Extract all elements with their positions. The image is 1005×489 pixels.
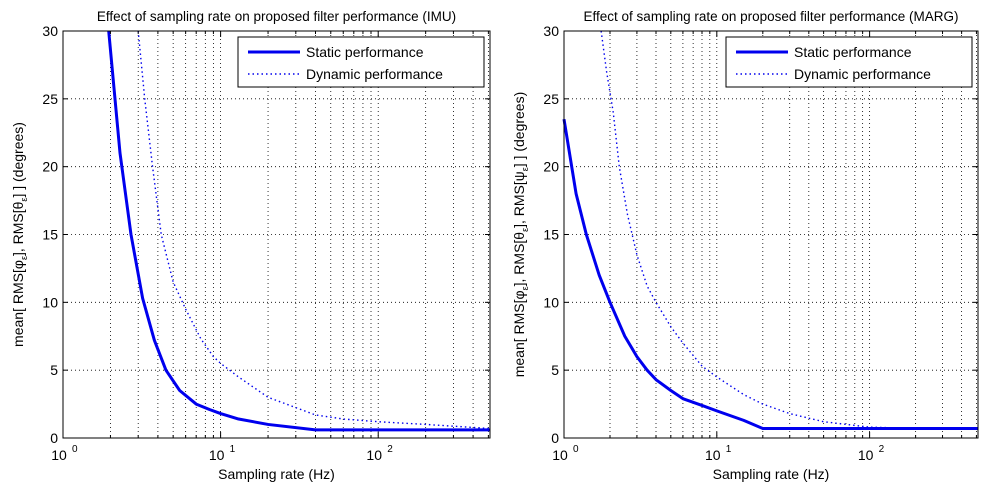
x-tick-label: 10: [366, 447, 382, 463]
series-line-static: [107, 30, 490, 432]
y-tick-label: 15: [543, 227, 559, 243]
y-axis-label-subscript: ε: [19, 198, 29, 202]
y-tick-label: 0: [551, 430, 559, 446]
x-tick-label: 10: [209, 447, 225, 463]
plot-area: [63, 31, 490, 438]
y-axis-label-subscript: ε: [520, 228, 530, 232]
y-tick-label: 25: [543, 91, 559, 107]
chart-title: Effect of sampling rate on proposed filt…: [97, 9, 456, 24]
y-axis-label-part: ], RMS[θ: [10, 201, 26, 256]
y-axis-label-part: ] ] (degrees): [511, 92, 527, 167]
y-tick-label: 20: [42, 159, 58, 175]
y-tick-label: 30: [42, 23, 58, 39]
y-tick-label: 15: [42, 227, 58, 243]
x-tick-label: 10: [51, 447, 67, 463]
y-axis-label-part: mean[ RMS[φ: [511, 290, 527, 377]
y-tick-label: 0: [50, 430, 58, 446]
y-tick-label: 20: [543, 159, 559, 175]
y-tick-label: 10: [42, 294, 58, 310]
y-axis-label-part: ] ] (degrees): [10, 122, 26, 197]
legend-label: Dynamic performance: [794, 66, 931, 82]
legend-box: [237, 36, 485, 88]
x-axis-label: Sampling rate (Hz): [218, 466, 335, 482]
legend-box: [725, 36, 973, 88]
x-tick-label: 10: [705, 447, 721, 463]
y-tick-label: 10: [543, 294, 559, 310]
y-axis-label-subscript: ε: [520, 167, 530, 171]
y-axis-label-part: mean[ RMS[φ: [10, 260, 26, 347]
plot-area: [564, 31, 978, 438]
x-tick-exponent: 1: [230, 444, 236, 455]
legend-label: Static performance: [306, 44, 424, 60]
y-axis-label-subscript: ε: [19, 256, 29, 260]
x-tick-exponent: 0: [72, 444, 78, 455]
x-tick-exponent: 2: [387, 444, 393, 455]
y-axis-label-part: ], RMS[θ: [511, 232, 527, 287]
y-axis-label-subscript: ε: [520, 286, 530, 290]
legend-label: Dynamic performance: [306, 66, 443, 82]
y-axis-label-part: ], RMS[ψ: [511, 171, 527, 228]
x-tick-exponent: 2: [879, 444, 885, 455]
y-tick-label: 5: [551, 362, 559, 378]
grid: [564, 31, 978, 438]
y-tick-label: 30: [543, 23, 559, 39]
y-tick-label: 25: [42, 91, 58, 107]
x-tick-exponent: 1: [726, 444, 732, 455]
legend: Static performance Dynamic performance: [725, 36, 973, 88]
x-tick-label: 10: [858, 447, 874, 463]
y-tick-label: 5: [50, 362, 58, 378]
chart-title: Effect of sampling rate on proposed filt…: [584, 9, 959, 24]
legend: Static performance Dynamic performance: [237, 36, 485, 88]
y-axis-label: mean[ RMS[φε], RMS[θε], RMS[ψε] ] (degre…: [511, 92, 530, 378]
legend-label: Static performance: [794, 44, 912, 60]
x-axis-label: Sampling rate (Hz): [713, 466, 830, 482]
x-tick-exponent: 0: [573, 444, 579, 455]
series-line-static: [562, 118, 978, 430]
x-tick-label: 10: [552, 447, 568, 463]
y-axis-label: mean[ RMS[φε], RMS[θε] ] (degrees): [10, 122, 29, 347]
